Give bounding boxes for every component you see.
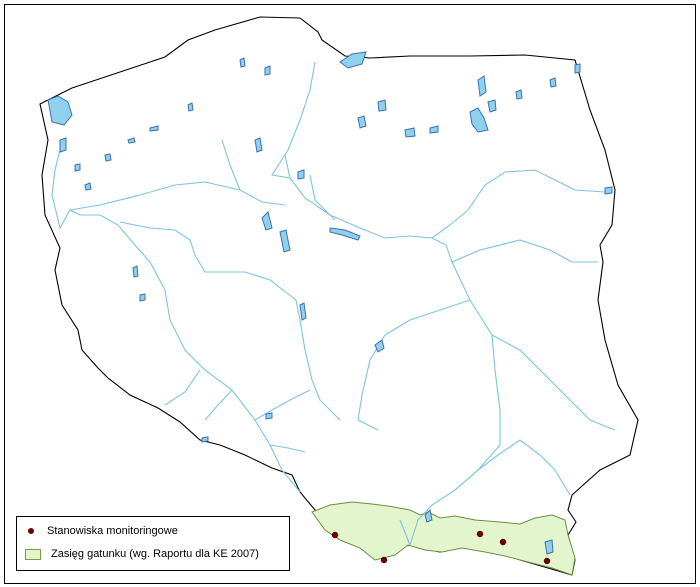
monitoring-site <box>499 538 507 546</box>
monitoring-site <box>543 557 551 565</box>
site-dot-icon <box>28 528 34 534</box>
legend-item-sites: Stanowiska monitoringowe <box>25 525 178 537</box>
species-range <box>311 501 576 576</box>
lakes <box>47 51 613 555</box>
monitoring-sites <box>331 530 551 565</box>
legend-item-range: Zasięg gatunku (wg. Raportu dla KE 2007) <box>25 548 259 560</box>
map-legend: Stanowiska monitoringowe Zasięg gatunku … <box>16 516 290 571</box>
monitoring-site <box>331 531 339 539</box>
legend-sites-label: Stanowiska monitoringowe <box>47 525 178 537</box>
monitoring-site <box>476 530 484 538</box>
country-outline <box>39 16 639 576</box>
rivers <box>51 61 616 546</box>
monitoring-site <box>380 556 388 564</box>
range-swatch-icon <box>25 548 41 560</box>
legend-range-label: Zasięg gatunku (wg. Raportu dla KE 2007) <box>51 548 259 560</box>
